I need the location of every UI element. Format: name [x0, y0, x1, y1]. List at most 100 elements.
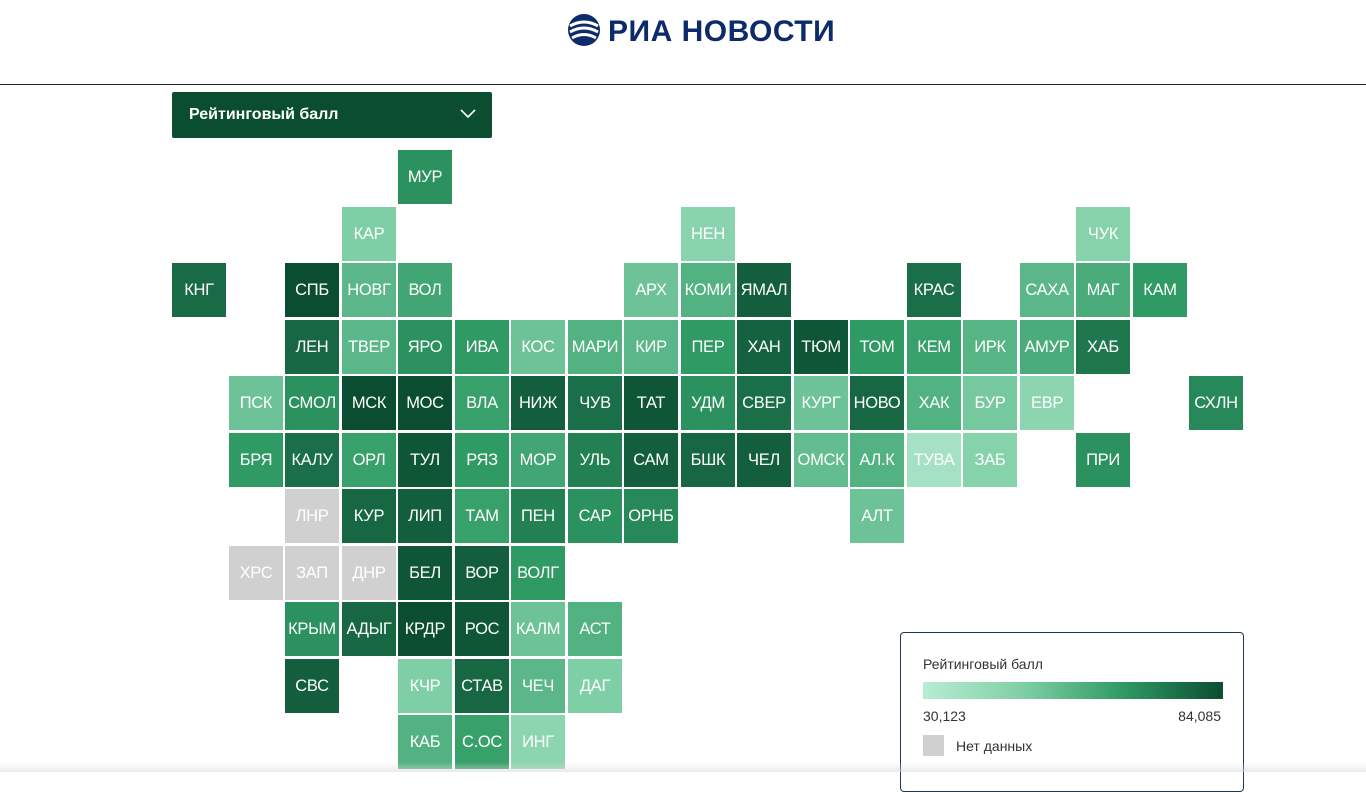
- region-tile-НИЖ[interactable]: НИЖ: [511, 376, 565, 430]
- region-tile-ТУВА[interactable]: ТУВА: [907, 433, 961, 487]
- region-tile-БУР[interactable]: БУР: [963, 376, 1017, 430]
- region-tile-ТЮМ[interactable]: ТЮМ: [794, 320, 848, 374]
- region-tile-ИНГ[interactable]: ИНГ: [511, 715, 565, 769]
- region-tile-КАЛУ[interactable]: КАЛУ: [285, 433, 339, 487]
- logo-text: РИА НОВОСТИ: [608, 15, 836, 48]
- metric-select[interactable]: Рейтинговый балл: [172, 92, 492, 138]
- region-tile-КЕМ[interactable]: КЕМ: [907, 320, 961, 374]
- region-tile-ЧЕЛ[interactable]: ЧЕЛ: [737, 433, 791, 487]
- region-tile-СТАВ[interactable]: СТАВ: [455, 659, 509, 713]
- region-tile-БШК[interactable]: БШК: [681, 433, 735, 487]
- region-tile-ХАН[interactable]: ХАН: [737, 320, 791, 374]
- region-tile-НОВО[interactable]: НОВО: [850, 376, 904, 430]
- region-tile-СВЕР[interactable]: СВЕР: [737, 376, 791, 430]
- region-tile-КАР[interactable]: КАР: [342, 207, 396, 261]
- region-tile-КНГ[interactable]: КНГ: [172, 263, 226, 317]
- region-tile-ЕВР[interactable]: ЕВР: [1020, 376, 1074, 430]
- region-tile-ВОР[interactable]: ВОР: [455, 546, 509, 600]
- region-tile-ПЕН[interactable]: ПЕН: [511, 489, 565, 543]
- region-tile-ОРНБ[interactable]: ОРНБ: [624, 489, 678, 543]
- region-tile-АЛ.К[interactable]: АЛ.К: [850, 433, 904, 487]
- chevron-down-icon: [460, 109, 476, 119]
- region-tile-ЗАБ[interactable]: ЗАБ: [963, 433, 1017, 487]
- region-tile-КРЫМ[interactable]: КРЫМ: [285, 602, 339, 656]
- region-tile-КОС[interactable]: КОС: [511, 320, 565, 374]
- tile-map: МУР КАР НЕН ЧУК КНГ СПБ НОВГ ВОЛ АРХ КОМИ ЯМАЛ КРАС…: [172, 150, 1243, 769]
- region-tile-КУР[interactable]: КУР: [342, 489, 396, 543]
- region-tile-ПЕР[interactable]: ПЕР: [681, 320, 735, 374]
- region-tile-БЕЛ[interactable]: БЕЛ: [398, 546, 452, 600]
- region-tile-ОМСК[interactable]: ОМСК: [794, 433, 848, 487]
- region-tile-ТАМ[interactable]: ТАМ: [455, 489, 509, 543]
- region-tile-СПБ[interactable]: СПБ: [285, 263, 339, 317]
- region-tile-КОМИ[interactable]: КОМИ: [681, 263, 735, 317]
- region-tile-МАГ[interactable]: МАГ: [1076, 263, 1130, 317]
- header-divider: [0, 84, 1366, 85]
- region-tile-МОР[interactable]: МОР: [511, 433, 565, 487]
- region-tile-ТОМ[interactable]: ТОМ: [850, 320, 904, 374]
- legend-max-label: 84,085: [1178, 708, 1221, 724]
- region-tile-ДАГ[interactable]: ДАГ: [568, 659, 622, 713]
- region-tile-ЛЕН[interactable]: ЛЕН: [285, 320, 339, 374]
- region-tile-ЛНР[interactable]: ЛНР: [285, 489, 339, 543]
- region-tile-ВОЛГ[interactable]: ВОЛГ: [511, 546, 565, 600]
- region-tile-САР[interactable]: САР: [568, 489, 622, 543]
- region-tile-РЯЗ[interactable]: РЯЗ: [455, 433, 509, 487]
- region-tile-МСК[interactable]: МСК: [342, 376, 396, 430]
- metric-select-label: Рейтинговый балл: [189, 106, 339, 123]
- legend-nodata-label: Нет данных: [956, 738, 1033, 754]
- region-tile-КАБ[interactable]: КАБ: [398, 715, 452, 769]
- region-tile-МАРИ[interactable]: МАРИ: [568, 320, 622, 374]
- region-tile-ИРК[interactable]: ИРК: [963, 320, 1017, 374]
- region-tile-С.ОС[interactable]: С.ОС: [455, 715, 509, 769]
- region-tile-ЛИП[interactable]: ЛИП: [398, 489, 452, 543]
- region-tile-ВЛА[interactable]: ВЛА: [455, 376, 509, 430]
- region-tile-ВОЛ[interactable]: ВОЛ: [398, 263, 452, 317]
- region-tile-ЧУК[interactable]: ЧУК: [1076, 207, 1130, 261]
- region-tile-ПРИ[interactable]: ПРИ: [1076, 433, 1130, 487]
- region-tile-КРАС[interactable]: КРАС: [907, 263, 961, 317]
- region-tile-ЯРО[interactable]: ЯРО: [398, 320, 452, 374]
- region-tile-ТВЕР[interactable]: ТВЕР: [342, 320, 396, 374]
- region-tile-МОС[interactable]: МОС: [398, 376, 452, 430]
- region-tile-КИР[interactable]: КИР: [624, 320, 678, 374]
- legend: Рейтинговый балл 30,123 84,085 Нет данны…: [900, 632, 1244, 792]
- region-tile-МУР[interactable]: МУР: [398, 150, 452, 204]
- region-tile-ЧЕЧ[interactable]: ЧЕЧ: [511, 659, 565, 713]
- region-tile-ДНР[interactable]: ДНР: [342, 546, 396, 600]
- region-tile-ХРС[interactable]: ХРС: [229, 546, 283, 600]
- region-tile-КАЛМ[interactable]: КАЛМ: [511, 602, 565, 656]
- region-tile-КЧР[interactable]: КЧР: [398, 659, 452, 713]
- region-tile-САМ[interactable]: САМ: [624, 433, 678, 487]
- region-tile-НЕН[interactable]: НЕН: [681, 207, 735, 261]
- region-tile-ЧУВ[interactable]: ЧУВ: [568, 376, 622, 430]
- region-tile-КАМ[interactable]: КАМ: [1133, 263, 1187, 317]
- region-tile-ИВА[interactable]: ИВА: [455, 320, 509, 374]
- region-tile-ПСК[interactable]: ПСК: [229, 376, 283, 430]
- region-tile-КУРГ[interactable]: КУРГ: [794, 376, 848, 430]
- region-tile-ХАК[interactable]: ХАК: [907, 376, 961, 430]
- region-tile-УДМ[interactable]: УДМ: [681, 376, 735, 430]
- region-tile-АСТ[interactable]: АСТ: [568, 602, 622, 656]
- region-tile-КРДР[interactable]: КРДР: [398, 602, 452, 656]
- region-tile-АМУР[interactable]: АМУР: [1020, 320, 1074, 374]
- region-tile-СХЛН[interactable]: СХЛН: [1189, 376, 1243, 430]
- region-tile-ОРЛ[interactable]: ОРЛ: [342, 433, 396, 487]
- region-tile-АРХ[interactable]: АРХ: [624, 263, 678, 317]
- region-tile-ТУЛ[interactable]: ТУЛ: [398, 433, 452, 487]
- region-tile-ХАБ[interactable]: ХАБ: [1076, 320, 1130, 374]
- region-tile-САХА[interactable]: САХА: [1020, 263, 1074, 317]
- region-tile-УЛЬ[interactable]: УЛЬ: [568, 433, 622, 487]
- region-tile-СМОЛ[interactable]: СМОЛ: [285, 376, 339, 430]
- logo[interactable]: РИА НОВОСТИ: [566, 12, 835, 52]
- region-tile-ТАТ[interactable]: ТАТ: [624, 376, 678, 430]
- region-tile-НОВГ[interactable]: НОВГ: [342, 263, 396, 317]
- region-tile-РОС[interactable]: РОС: [455, 602, 509, 656]
- region-tile-БРЯ[interactable]: БРЯ: [229, 433, 283, 487]
- region-tile-ЯМАЛ[interactable]: ЯМАЛ: [737, 263, 791, 317]
- region-tile-СВС[interactable]: СВС: [285, 659, 339, 713]
- region-tile-АДЫГ[interactable]: АДЫГ: [342, 602, 396, 656]
- region-tile-ЗАП[interactable]: ЗАП: [285, 546, 339, 600]
- header: РИА НОВОСТИ: [0, 0, 1366, 84]
- region-tile-АЛТ[interactable]: АЛТ: [850, 489, 904, 543]
